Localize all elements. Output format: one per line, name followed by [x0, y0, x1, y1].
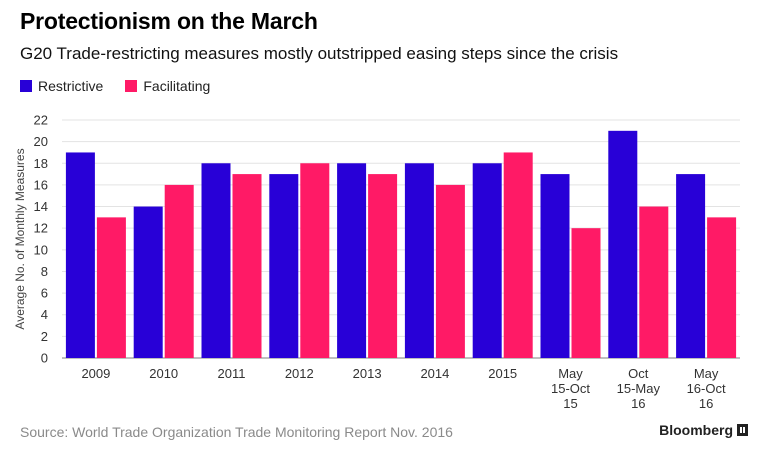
bar-restrictive-4: [337, 163, 367, 358]
y-tick-label: 20: [34, 134, 48, 149]
x-tick-label: 2014: [420, 366, 449, 381]
x-tick-label: 16-Oct: [687, 381, 726, 396]
bar-restrictive-2: [201, 163, 231, 358]
legend-item-facilitating: Facilitating: [125, 78, 210, 94]
bar-facilitating-5: [435, 184, 465, 358]
y-tick-label: 6: [41, 286, 48, 301]
x-tick-label: 2012: [285, 366, 314, 381]
bar-restrictive-8: [608, 130, 638, 358]
y-tick-label: 14: [34, 199, 48, 214]
y-tick-label: 16: [34, 177, 48, 192]
bar-facilitating-1: [164, 184, 194, 358]
bar-facilitating-2: [232, 174, 262, 358]
y-tick-label: 10: [34, 242, 48, 257]
x-tick-label: 2011: [218, 366, 246, 381]
x-tick-label: 15: [563, 396, 577, 411]
y-tick-label: 8: [41, 264, 48, 279]
x-tick-label: 2010: [149, 366, 178, 381]
y-tick-label: 2: [41, 329, 48, 344]
bar-restrictive-6: [472, 163, 502, 358]
x-tick-label: May: [558, 366, 583, 381]
legend: Restrictive Facilitating: [20, 78, 232, 94]
source-note: Source: World Trade Organization Trade M…: [20, 424, 453, 440]
x-tick-label: 2013: [353, 366, 382, 381]
bar-facilitating-3: [300, 163, 330, 358]
bar-facilitating-6: [503, 152, 533, 358]
legend-swatch-facilitating: [125, 80, 138, 92]
legend-label-restrictive: Restrictive: [38, 78, 104, 94]
x-tick-label: May: [694, 366, 719, 381]
brand-name: Bloomberg: [659, 422, 733, 438]
x-tick-label: 2009: [81, 366, 110, 381]
bar-facilitating-4: [368, 174, 398, 358]
bar-facilitating-7: [571, 228, 601, 358]
brand-logo: Bloomberg: [659, 422, 748, 438]
legend-swatch-restrictive: [20, 80, 32, 92]
x-tick-label: 15-Oct: [551, 381, 590, 396]
x-tick-label: 16: [631, 396, 645, 411]
y-tick-label: 4: [41, 307, 48, 322]
y-tick-label: 12: [34, 221, 48, 236]
x-tick-label: 16: [699, 396, 713, 411]
bar-restrictive-1: [133, 206, 163, 358]
bar-facilitating-9: [707, 217, 737, 358]
x-tick-label: 15-May: [617, 381, 661, 396]
x-tick-label: Oct: [628, 366, 649, 381]
y-tick-label: 0: [41, 351, 48, 366]
bloomberg-mark-icon: [737, 424, 748, 436]
bar-restrictive-9: [676, 174, 706, 358]
bar-restrictive-0: [65, 152, 95, 358]
bar-restrictive-5: [404, 163, 434, 358]
legend-label-facilitating: Facilitating: [143, 78, 211, 94]
legend-item-restrictive: Restrictive: [20, 78, 103, 94]
y-tick-label: 18: [34, 156, 48, 171]
chart-title: Protectionism on the March: [20, 8, 318, 34]
bar-facilitating-0: [96, 217, 126, 358]
bar-restrictive-3: [269, 174, 299, 358]
chart-subtitle: G20 Trade-restricting measures mostly ou…: [20, 44, 619, 63]
bar-restrictive-7: [540, 174, 570, 358]
bar-facilitating-8: [639, 206, 669, 358]
x-tick-label: 2015: [488, 366, 517, 381]
y-tick-label: 22: [34, 113, 48, 128]
y-axis-label: Average No. of Monthly Measures: [13, 148, 27, 329]
